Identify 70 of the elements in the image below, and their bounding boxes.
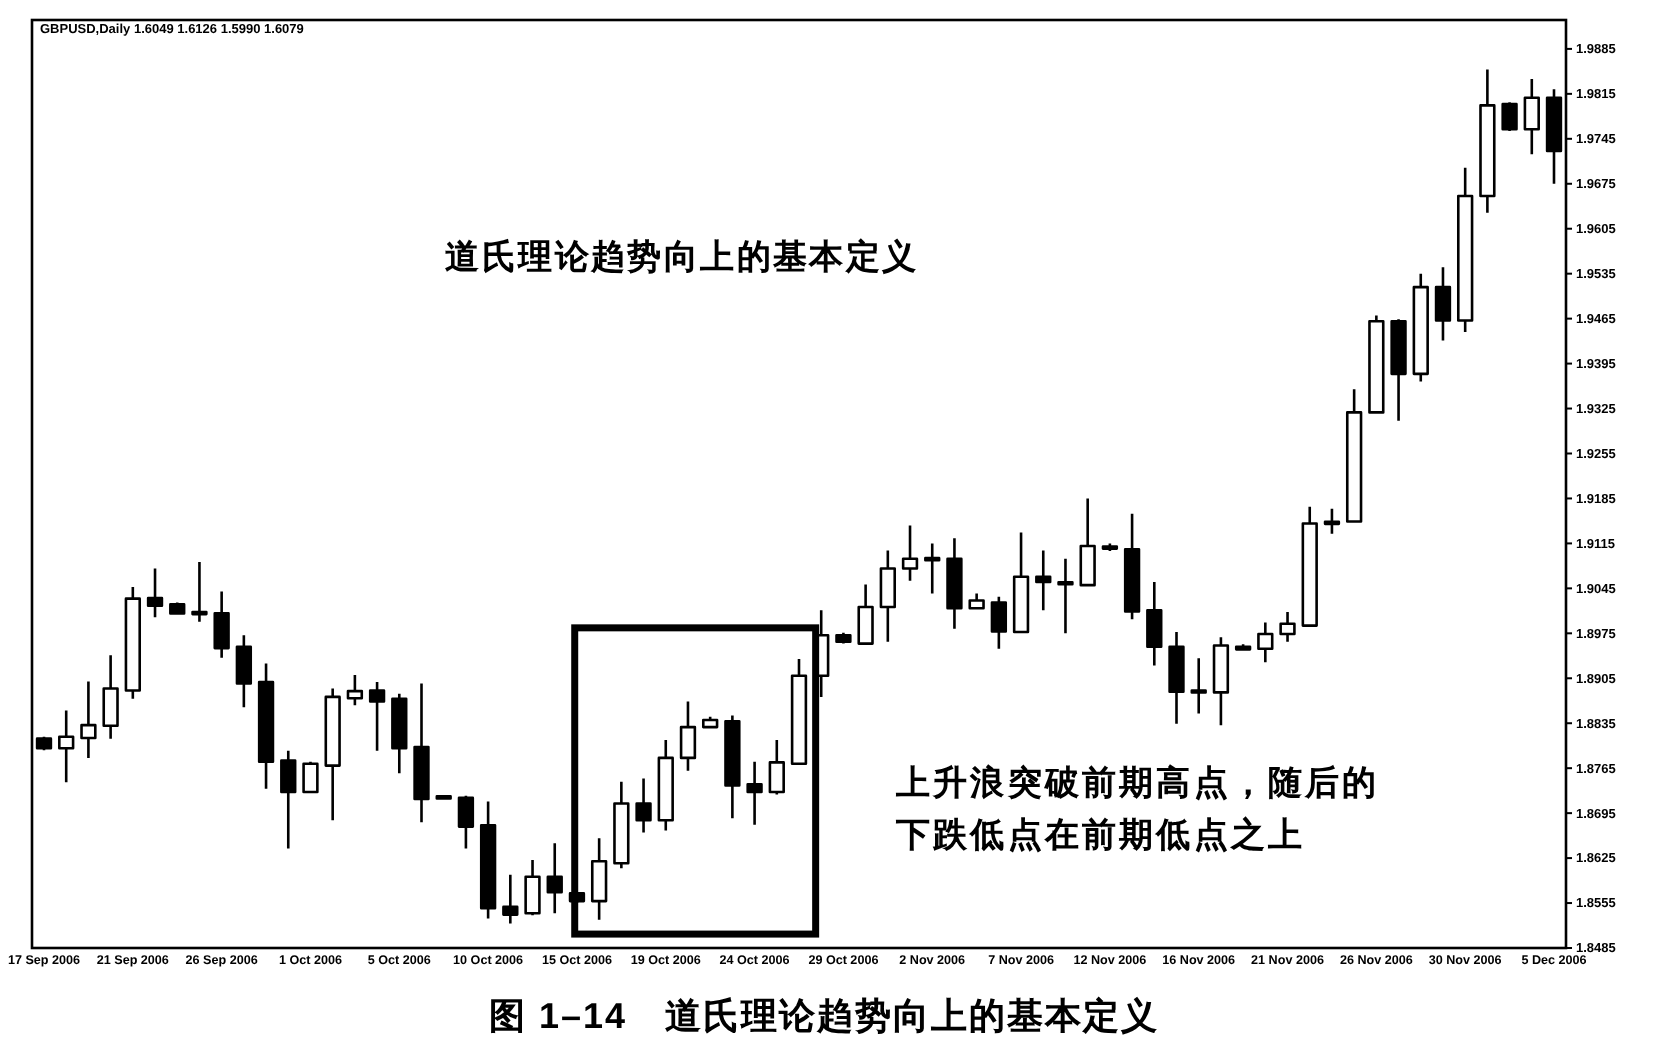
candlestick — [1168, 630, 1185, 726]
candlestick — [169, 601, 186, 616]
candlestick — [1368, 314, 1385, 415]
candlestick — [768, 738, 785, 796]
candlestick — [835, 631, 852, 645]
candlestick — [1234, 642, 1252, 652]
candlestick — [879, 549, 897, 643]
candlestick — [1301, 505, 1318, 629]
candlestick — [746, 760, 763, 826]
candlestick — [146, 567, 164, 619]
candlestick — [102, 653, 119, 740]
candlestick — [1545, 88, 1563, 186]
candlestick — [1123, 512, 1141, 621]
candlestick — [1212, 635, 1230, 727]
candlestick — [346, 673, 364, 707]
candlestick — [1279, 610, 1296, 643]
candlestick — [235, 633, 253, 709]
candlestick — [657, 738, 674, 832]
candlestick — [1146, 580, 1163, 667]
candlestick — [1190, 657, 1207, 715]
candlestick — [946, 536, 963, 631]
candlestick — [1057, 557, 1074, 635]
candlestick — [368, 680, 386, 753]
candlestick — [524, 858, 541, 917]
candlestick — [80, 680, 97, 760]
candlestick — [502, 873, 519, 925]
candlestick — [213, 590, 230, 660]
candlestick — [324, 687, 341, 822]
candlestick — [1390, 317, 1407, 423]
candlestick — [857, 583, 874, 647]
annotation: 上升浪突破前期高点，随后的下跌低点在前期低点之上 — [896, 762, 1382, 858]
candlestick — [590, 836, 608, 922]
candlestick — [679, 700, 697, 773]
caption: 图 1–14 道氏理论趋势向上的基本定义 — [488, 996, 1160, 1036]
candlestick — [35, 735, 53, 752]
candlestick — [1257, 621, 1274, 664]
candlestick — [1501, 100, 1518, 133]
candlestick — [1345, 387, 1363, 525]
candlestick — [613, 780, 630, 870]
candlestick — [413, 682, 430, 824]
candlestick — [1323, 507, 1341, 536]
candlestick — [901, 524, 919, 582]
candlestick — [191, 560, 208, 624]
candlestick — [1434, 265, 1452, 342]
candlestick — [968, 592, 985, 611]
candlestick — [280, 749, 297, 850]
candlestick — [1456, 166, 1474, 334]
candlestick — [635, 777, 652, 834]
candlestick — [1012, 531, 1030, 635]
text: 道氏理论趋势向上的基本定义 — [445, 238, 919, 276]
candlestick — [546, 842, 563, 915]
candlestick — [1479, 68, 1496, 214]
candlestick — [302, 760, 319, 795]
candlestick — [257, 662, 275, 791]
candlestick — [124, 585, 142, 701]
candlestick — [790, 657, 808, 767]
candlestick — [1412, 272, 1429, 383]
candlestick — [924, 542, 941, 595]
candlestick — [1035, 549, 1052, 612]
candlestick — [724, 714, 741, 820]
candlestick — [457, 794, 475, 850]
candlestick — [391, 692, 408, 775]
candlestick — [479, 800, 497, 920]
candlestick — [1523, 77, 1540, 156]
candlestick — [58, 709, 75, 784]
candlestick — [990, 595, 1008, 651]
candlestick — [1079, 497, 1096, 588]
candlestick — [435, 794, 452, 801]
candlestick — [1101, 542, 1119, 553]
candlestick — [701, 715, 719, 730]
